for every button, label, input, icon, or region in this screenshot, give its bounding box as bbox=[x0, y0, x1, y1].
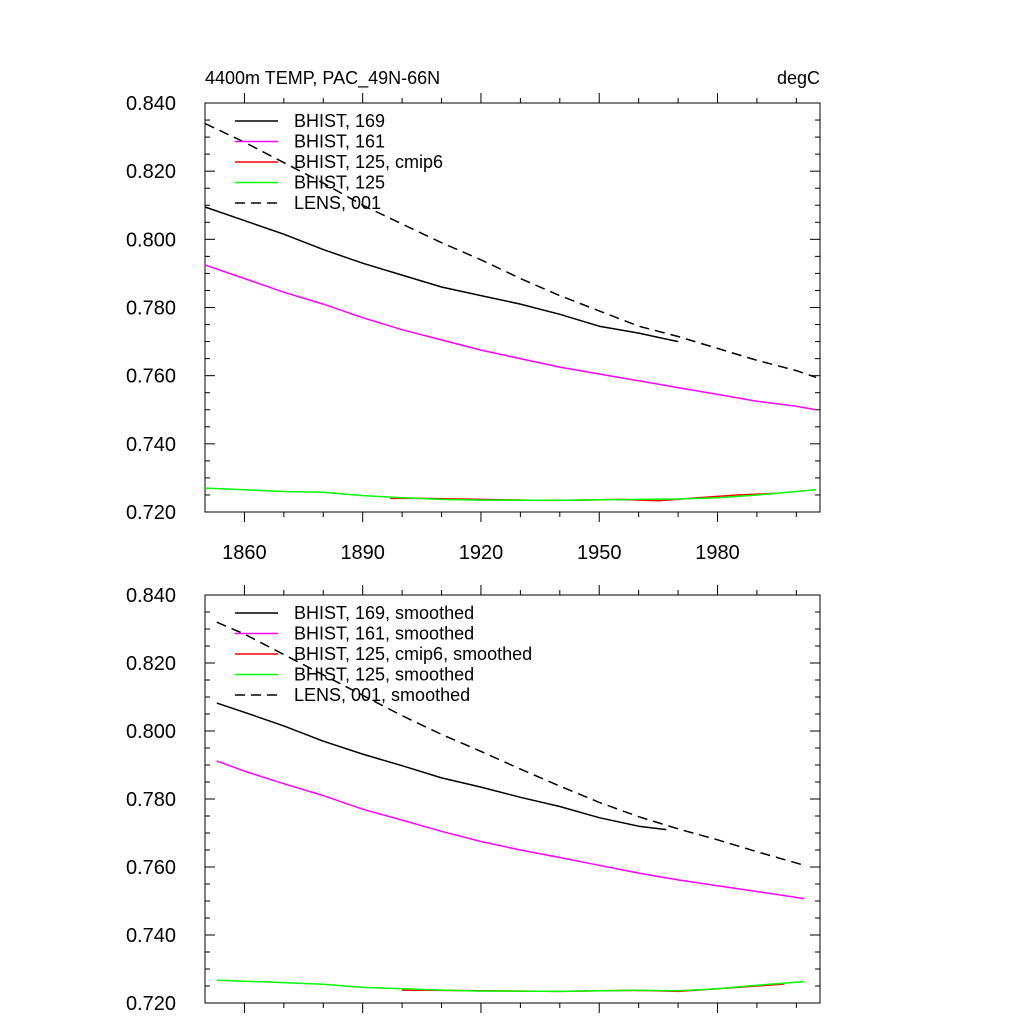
top-y-tick-label: 0.720 bbox=[126, 502, 176, 524]
bottom-y-tick-label: 0.760 bbox=[126, 857, 176, 879]
top-legend-label: BHIST, 161 bbox=[294, 132, 385, 152]
bottom-legend-label: BHIST, 169, smoothed bbox=[294, 603, 474, 623]
top-series-line-1 bbox=[204, 264, 817, 411]
bottom-y-tick-label: 0.820 bbox=[126, 653, 176, 675]
top-series-line-3 bbox=[204, 487, 817, 502]
top-legend-label: BHIST, 125 bbox=[294, 173, 385, 193]
bottom-legend-label: BHIST, 125, smoothed bbox=[294, 665, 474, 685]
top-y-tick-label: 0.800 bbox=[126, 229, 176, 251]
bottom-legend-label: BHIST, 161, smoothed bbox=[294, 624, 474, 644]
top-x-tick-label: 1890 bbox=[340, 542, 385, 564]
top-panel-title: 4400m TEMP, PAC_49N-66N bbox=[205, 68, 440, 89]
top-y-tick-label: 0.740 bbox=[126, 434, 176, 456]
bottom-y-tick-label: 0.780 bbox=[126, 789, 176, 811]
bottom-series-line-3 bbox=[216, 979, 805, 993]
top-legend-label: BHIST, 169 bbox=[294, 111, 385, 131]
bottom-panel: 0.720 0.740 0.760 0.780 0.800 0.820 0.840 BHIST… bbox=[126, 585, 821, 1015]
top-series-line-0 bbox=[204, 206, 679, 343]
top-y-tick-label: 0.780 bbox=[126, 298, 176, 320]
bottom-series-line-4 bbox=[216, 621, 805, 867]
bottom-y-tick-label: 0.800 bbox=[126, 721, 176, 743]
bottom-legend-label: LENS, 001, smoothed bbox=[294, 685, 470, 705]
top-x-tick-label: 1920 bbox=[459, 542, 504, 564]
top-y-tick-label: 0.760 bbox=[126, 366, 176, 388]
top-panel-units: degC bbox=[777, 68, 820, 88]
top-y-tick-label: 0.820 bbox=[126, 161, 176, 183]
top-legend-label: LENS, 001 bbox=[294, 193, 381, 213]
top-x-tick-label: 1980 bbox=[695, 542, 740, 564]
bottom-series-line-0 bbox=[216, 702, 667, 831]
top-panel: 4400m TEMP, PAC_49N-66N degC 0.720 0.740 0… bbox=[126, 68, 821, 564]
top-x-tick-label: 1860 bbox=[222, 542, 267, 564]
top-legend-label: BHIST, 125, cmip6 bbox=[294, 152, 443, 172]
top-series-line-4 bbox=[204, 122, 817, 379]
bottom-series-line-1 bbox=[216, 760, 805, 900]
bottom-y-tick-label: 0.720 bbox=[126, 993, 176, 1015]
bottom-legend-label: BHIST, 125, cmip6, smoothed bbox=[294, 644, 532, 664]
bottom-y-tick-label: 0.740 bbox=[126, 925, 176, 947]
bottom-y-tick-label: 0.840 bbox=[126, 585, 176, 607]
top-y-tick-label: 0.840 bbox=[126, 93, 176, 115]
top-x-tick-label: 1950 bbox=[577, 542, 622, 564]
